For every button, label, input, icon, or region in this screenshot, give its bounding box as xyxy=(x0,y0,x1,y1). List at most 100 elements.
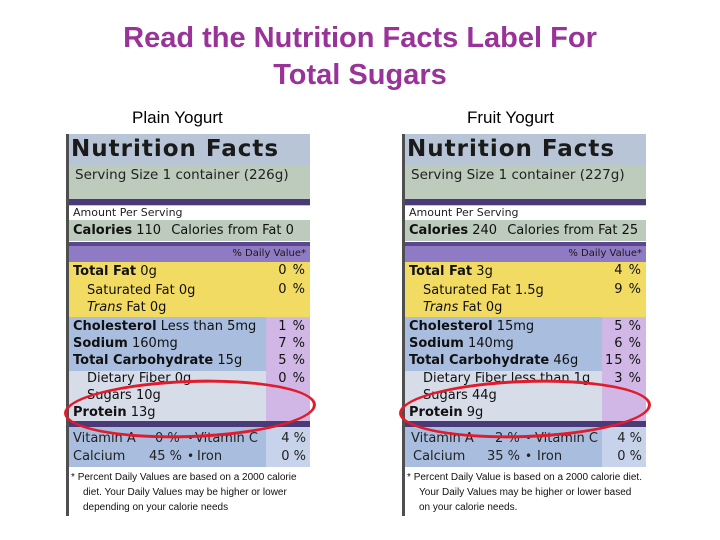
total-carbohydrate-pct: 5 % xyxy=(278,353,306,368)
total-fat-label: Total Fat xyxy=(73,264,137,279)
total-fat-value: 3g xyxy=(476,264,493,279)
saturated-fat-row: Saturated Fat 1.5g xyxy=(423,283,544,298)
cholesterol-label: Cholesterol xyxy=(73,319,157,334)
vitamin-a-label: Vitamin A xyxy=(73,431,136,446)
nutrition-label-fruit: Nutrition Facts Serving Size 1 container… xyxy=(402,134,646,516)
protein-label: Protein xyxy=(409,405,463,420)
total-fat-row: Total Fat 3g xyxy=(409,264,493,280)
calcium-label: Calcium xyxy=(73,449,126,464)
trans-fat-italic: Trans xyxy=(87,300,123,315)
footnote-star: * xyxy=(407,472,411,483)
percent-column xyxy=(266,371,310,421)
vitamins-section: Vitamin A 2 % • Vitamin C 4 % Calcium 35… xyxy=(405,427,646,467)
iron-pct: 0 % xyxy=(617,449,642,464)
dietary-fiber-pct: 3 % xyxy=(614,371,642,386)
sodium-row: Sodium 160mg xyxy=(73,336,178,352)
protein-value: 13g xyxy=(130,405,156,420)
footnote-star: * xyxy=(71,472,75,483)
iron-label: Iron xyxy=(537,449,563,464)
dietary-fiber-row: Dietary Fiber 0g xyxy=(87,371,192,386)
trans-fat-row: Trans Fat 0g xyxy=(87,300,166,316)
calories-value: 110 xyxy=(136,223,162,238)
bullet-icon: • xyxy=(187,431,195,445)
iron-pct: 0 % xyxy=(281,449,306,464)
total-carbohydrate-value: 46g xyxy=(553,353,579,368)
fat-section: Total Fat 3g 4 % Saturated Fat 1.5g 9 % … xyxy=(405,262,646,317)
sugars-row: Sugars 10g xyxy=(87,388,161,403)
sodium-label: Sodium xyxy=(73,336,128,351)
footnote-line-1: * Percent Daily Values are based on a 20… xyxy=(71,470,310,485)
divider-bar xyxy=(69,242,310,246)
vitamin-c-pct: 4 % xyxy=(617,431,642,446)
footnote-line-2: Your Daily Values may be higher or lower… xyxy=(419,487,632,498)
trans-fat-value: Fat 0g xyxy=(122,300,167,315)
total-carbohydrate-pct: 15 % xyxy=(604,353,642,368)
total-carbohydrate-label: Total Carbohydrate xyxy=(409,353,550,368)
trans-fat-italic: Trans xyxy=(423,300,459,315)
nutrition-facts-title: Nutrition Facts xyxy=(405,134,646,165)
footnote-line-2: diet. Your Daily Values may be higher or… xyxy=(83,487,287,498)
calories-label: Calories xyxy=(73,223,133,238)
percent-column xyxy=(602,317,646,371)
vitamin-a-label: Vitamin A xyxy=(411,431,474,446)
cholesterol-pct: 5 % xyxy=(614,319,642,334)
saturated-fat-row: Saturated Fat 0g xyxy=(87,283,196,298)
vitamin-a-pct: 0 % xyxy=(155,431,180,446)
trans-fat-row: Trans Fat 0g xyxy=(423,300,502,316)
slide-title-line-1: Read the Nutrition Facts Label For xyxy=(123,22,597,54)
percent-column xyxy=(602,427,646,467)
iron-label: Iron xyxy=(197,449,223,464)
sugar-section: Dietary Fiber 0g 0 % Sugars 10g Protein … xyxy=(69,371,310,421)
cholesterol-pct: 1 % xyxy=(278,319,306,334)
vitamin-c-label: Vitamin C xyxy=(535,431,599,446)
nutrition-facts-title: Nutrition Facts xyxy=(69,134,310,165)
divider-bar xyxy=(69,421,310,427)
footnote-line-3: depending on your calorie needs xyxy=(83,502,229,513)
total-carbohydrate-row: Total Carbohydrate 15g xyxy=(73,353,242,369)
calories-from-fat: Calories from Fat 0 xyxy=(171,223,294,238)
total-fat-value: 0g xyxy=(140,264,157,279)
bullet-icon: • xyxy=(525,449,533,463)
sodium-value: 140mg xyxy=(468,336,514,351)
total-fat-pct: 4 % xyxy=(614,263,642,278)
calories-from-fat: Calories from Fat 25 xyxy=(507,223,639,238)
percent-column xyxy=(266,317,310,371)
total-carbohydrate-value: 15g xyxy=(217,353,243,368)
saturated-fat-pct: 0 % xyxy=(278,282,306,297)
cholesterol-row: Cholesterol Less than 5mg xyxy=(73,319,256,335)
protein-label: Protein xyxy=(73,405,127,420)
total-carbohydrate-row: Total Carbohydrate 46g xyxy=(409,353,578,369)
sodium-pct: 7 % xyxy=(278,336,306,351)
cholesterol-value: 15mg xyxy=(496,319,535,334)
slide-title-line-2: Total Sugars xyxy=(273,59,447,91)
cholesterol-value: Less than 5mg xyxy=(160,319,257,334)
amount-per-serving: Amount Per Serving xyxy=(405,206,646,220)
sodium-label: Sodium xyxy=(409,336,464,351)
total-fat-row: Total Fat 0g xyxy=(73,264,157,280)
bullet-icon: • xyxy=(525,431,533,445)
calories-row: Calories 240 Calories from Fat 25 xyxy=(405,221,646,241)
cholesterol-label: Cholesterol xyxy=(409,319,493,334)
total-fat-pct: 0 % xyxy=(278,263,306,278)
nutrition-label-plain: Nutrition Facts Serving Size 1 container… xyxy=(66,134,310,516)
carb-section: Cholesterol Less than 5mg 1 % Sodium 160… xyxy=(69,317,310,371)
calcium-pct: 45 % xyxy=(149,449,183,464)
percent-column xyxy=(602,262,646,317)
saturated-fat-pct: 9 % xyxy=(614,282,642,297)
trans-fat-value: Fat 0g xyxy=(458,300,503,315)
vitamin-c-pct: 4 % xyxy=(281,431,306,446)
percent-column xyxy=(266,427,310,467)
serving-size-text: Serving Size 1 container (227g) xyxy=(411,167,625,183)
footnote: * Percent Daily Values are based on a 20… xyxy=(69,470,310,516)
cholesterol-row: Cholesterol 15mg xyxy=(409,319,534,335)
daily-value-header: % Daily Value* xyxy=(69,246,310,262)
fat-section: Total Fat 0g 0 % Saturated Fat 0g 0 % Tr… xyxy=(69,262,310,317)
footnote-text: Percent Daily Value is based on a 2000 c… xyxy=(413,472,642,483)
vitamin-c-label: Vitamin C xyxy=(195,431,259,446)
divider-bar xyxy=(405,199,646,205)
calories-label: Calories xyxy=(409,223,469,238)
sugars-row: Sugars 44g xyxy=(423,388,497,403)
serving-size-text: Serving Size 1 container (226g) xyxy=(75,167,289,183)
dietary-fiber-pct: 0 % xyxy=(278,371,306,386)
divider-bar xyxy=(405,421,646,427)
